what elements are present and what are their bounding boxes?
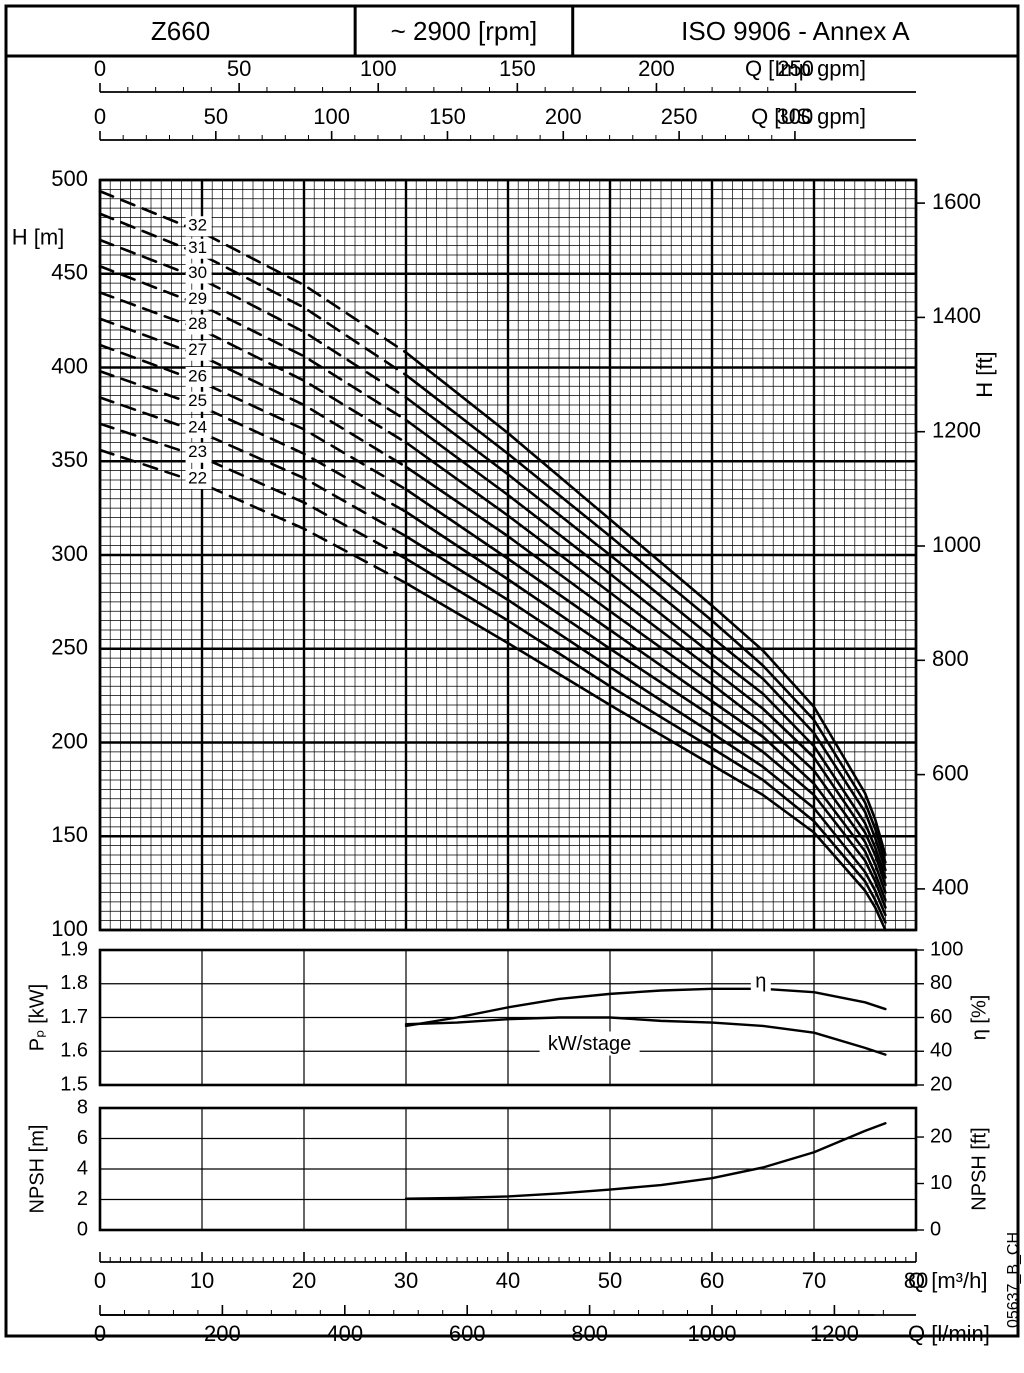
svg-text:150: 150 [499,56,536,81]
svg-text:η: η [755,971,766,993]
svg-text:40: 40 [496,1268,520,1293]
svg-text:0: 0 [77,1218,88,1240]
svg-text:250: 250 [661,104,698,129]
svg-text:6: 6 [77,1127,88,1149]
svg-text:40: 40 [930,1040,952,1062]
svg-text:Z660: Z660 [151,16,210,46]
svg-text:10: 10 [930,1172,952,1194]
svg-text:70: 70 [802,1268,826,1293]
svg-text:200: 200 [51,728,88,753]
svg-text:50: 50 [227,56,251,81]
svg-text:60: 60 [930,1006,952,1028]
svg-text:NPSH [ft]: NPSH [ft] [968,1127,990,1210]
svg-text:28: 28 [188,314,207,333]
svg-text:Q [US gpm]: Q [US gpm] [751,104,866,129]
svg-text:22: 22 [188,468,207,487]
svg-text:10: 10 [190,1268,214,1293]
svg-text:350: 350 [51,447,88,472]
svg-text:1.5: 1.5 [60,1073,88,1095]
svg-text:1000: 1000 [932,532,981,557]
svg-text:31: 31 [188,238,207,257]
svg-text:1400: 1400 [932,303,981,328]
svg-text:200: 200 [638,56,675,81]
svg-text:50: 50 [204,104,228,129]
svg-text:1.8: 1.8 [60,972,88,994]
svg-text:250: 250 [51,635,88,660]
svg-text:1.9: 1.9 [60,938,88,960]
svg-text:05637_B_CH: 05637_B_CH [1005,1232,1022,1328]
svg-text:ISO 9906 - Annex A: ISO 9906 - Annex A [681,16,910,46]
svg-text:Q [m³/h]: Q [m³/h] [908,1268,987,1293]
svg-text:20: 20 [930,1073,952,1095]
svg-text:800: 800 [571,1321,608,1346]
svg-text:4: 4 [77,1157,88,1179]
svg-text:150: 150 [429,104,466,129]
svg-text:H [ft]: H [ft] [972,351,997,397]
svg-text:60: 60 [700,1268,724,1293]
svg-text:600: 600 [932,760,969,785]
svg-text:25: 25 [188,391,207,410]
svg-text:NPSH [m]: NPSH [m] [26,1125,48,1214]
svg-text:0: 0 [94,56,106,81]
svg-text:150: 150 [51,822,88,847]
svg-text:800: 800 [932,646,969,671]
svg-text:Q [Imp gpm]: Q [Imp gpm] [745,56,866,81]
svg-text:0: 0 [94,104,106,129]
svg-text:400: 400 [326,1321,363,1346]
svg-text:27: 27 [188,340,207,359]
svg-text:30: 30 [394,1268,418,1293]
svg-text:Pₚ [kW]: Pₚ [kW] [26,984,48,1051]
svg-text:200: 200 [545,104,582,129]
svg-text:20: 20 [292,1268,316,1293]
svg-text:100: 100 [930,938,963,960]
svg-text:500: 500 [51,166,88,191]
svg-text:0: 0 [94,1268,106,1293]
svg-text:1000: 1000 [688,1321,737,1346]
svg-text:1.7: 1.7 [60,1006,88,1028]
svg-text:30: 30 [188,263,207,282]
svg-text:200: 200 [204,1321,241,1346]
svg-text:1600: 1600 [932,189,981,214]
svg-text:Q [l/min]: Q [l/min] [908,1321,990,1346]
svg-text:300: 300 [51,541,88,566]
svg-text:kW/stage: kW/stage [548,1033,631,1055]
svg-text:1200: 1200 [932,418,981,443]
svg-text:400: 400 [932,875,969,900]
svg-text:2: 2 [77,1188,88,1210]
svg-text:100: 100 [360,56,397,81]
svg-text:H [m]: H [m] [12,225,65,250]
svg-text:20: 20 [930,1125,952,1147]
pump-curve-chart: Z660~ 2900 [rpm]ISO 9906 - Annex A050100… [0,0,1024,1373]
svg-text:32: 32 [188,216,207,235]
svg-text:0: 0 [94,1321,106,1346]
svg-text:450: 450 [51,260,88,285]
svg-text:η [%]: η [%] [968,995,990,1041]
svg-text:100: 100 [313,104,350,129]
svg-text:80: 80 [930,972,952,994]
svg-text:100: 100 [51,916,88,941]
svg-text:600: 600 [449,1321,486,1346]
svg-text:0: 0 [930,1218,941,1240]
svg-text:~ 2900 [rpm]: ~ 2900 [rpm] [391,16,538,46]
svg-text:50: 50 [598,1268,622,1293]
svg-text:8: 8 [77,1096,88,1118]
svg-text:23: 23 [188,442,207,461]
svg-text:26: 26 [188,366,207,385]
svg-text:24: 24 [188,417,207,436]
svg-text:29: 29 [188,289,207,308]
svg-text:1.6: 1.6 [60,1040,88,1062]
svg-text:400: 400 [51,353,88,378]
svg-text:1200: 1200 [810,1321,859,1346]
